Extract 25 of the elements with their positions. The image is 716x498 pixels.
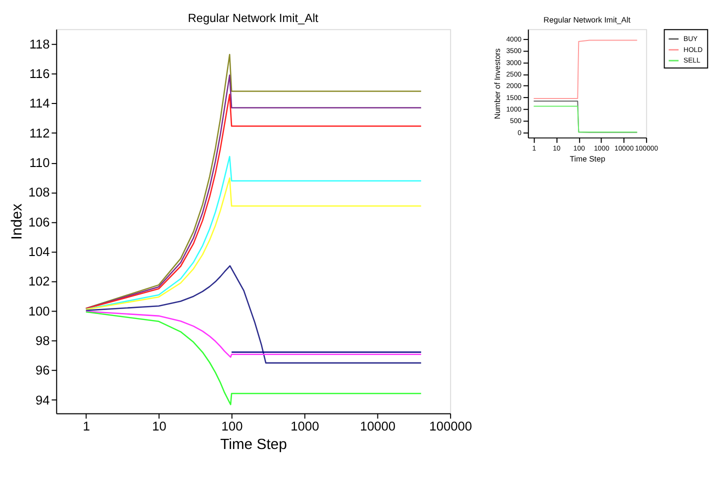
chart-title: Regular Network Imit_Alt <box>188 11 320 26</box>
x-tick-label: 100000 <box>429 418 472 434</box>
y-tick-label: 106 <box>28 214 50 230</box>
y-axis-title: Number of Investors <box>493 48 502 120</box>
y-tick-label: 118 <box>29 36 50 52</box>
y-tick-label: 112 <box>29 125 50 140</box>
y-tick-label: 104 <box>28 244 50 259</box>
y-tick-label: 96 <box>36 362 50 378</box>
x-axis-title: Time Step <box>220 437 287 454</box>
x-tick-label: 10 <box>152 418 166 434</box>
y-tick-label: 100 <box>28 303 50 318</box>
y-tick-label: 94 <box>36 392 50 408</box>
y-tick-label: 108 <box>28 184 50 200</box>
x-tick-label: 10000 <box>360 418 396 434</box>
x-tick-label: 1000 <box>290 418 320 434</box>
y-tick-label: 114 <box>29 96 50 111</box>
y-tick-label: 110 <box>29 155 50 170</box>
y-tick-label: 102 <box>28 274 50 289</box>
chart-title: Regular Network Imit_Alt <box>544 16 632 25</box>
x-axis-title: Time Step <box>570 154 606 164</box>
x-tick-label: 1 <box>82 418 90 434</box>
y-tick-label: 98 <box>36 332 50 348</box>
y-axis-title: Index <box>9 202 26 240</box>
x-tick-label: 100 <box>221 418 243 434</box>
y-tick-label: 116 <box>29 66 50 82</box>
